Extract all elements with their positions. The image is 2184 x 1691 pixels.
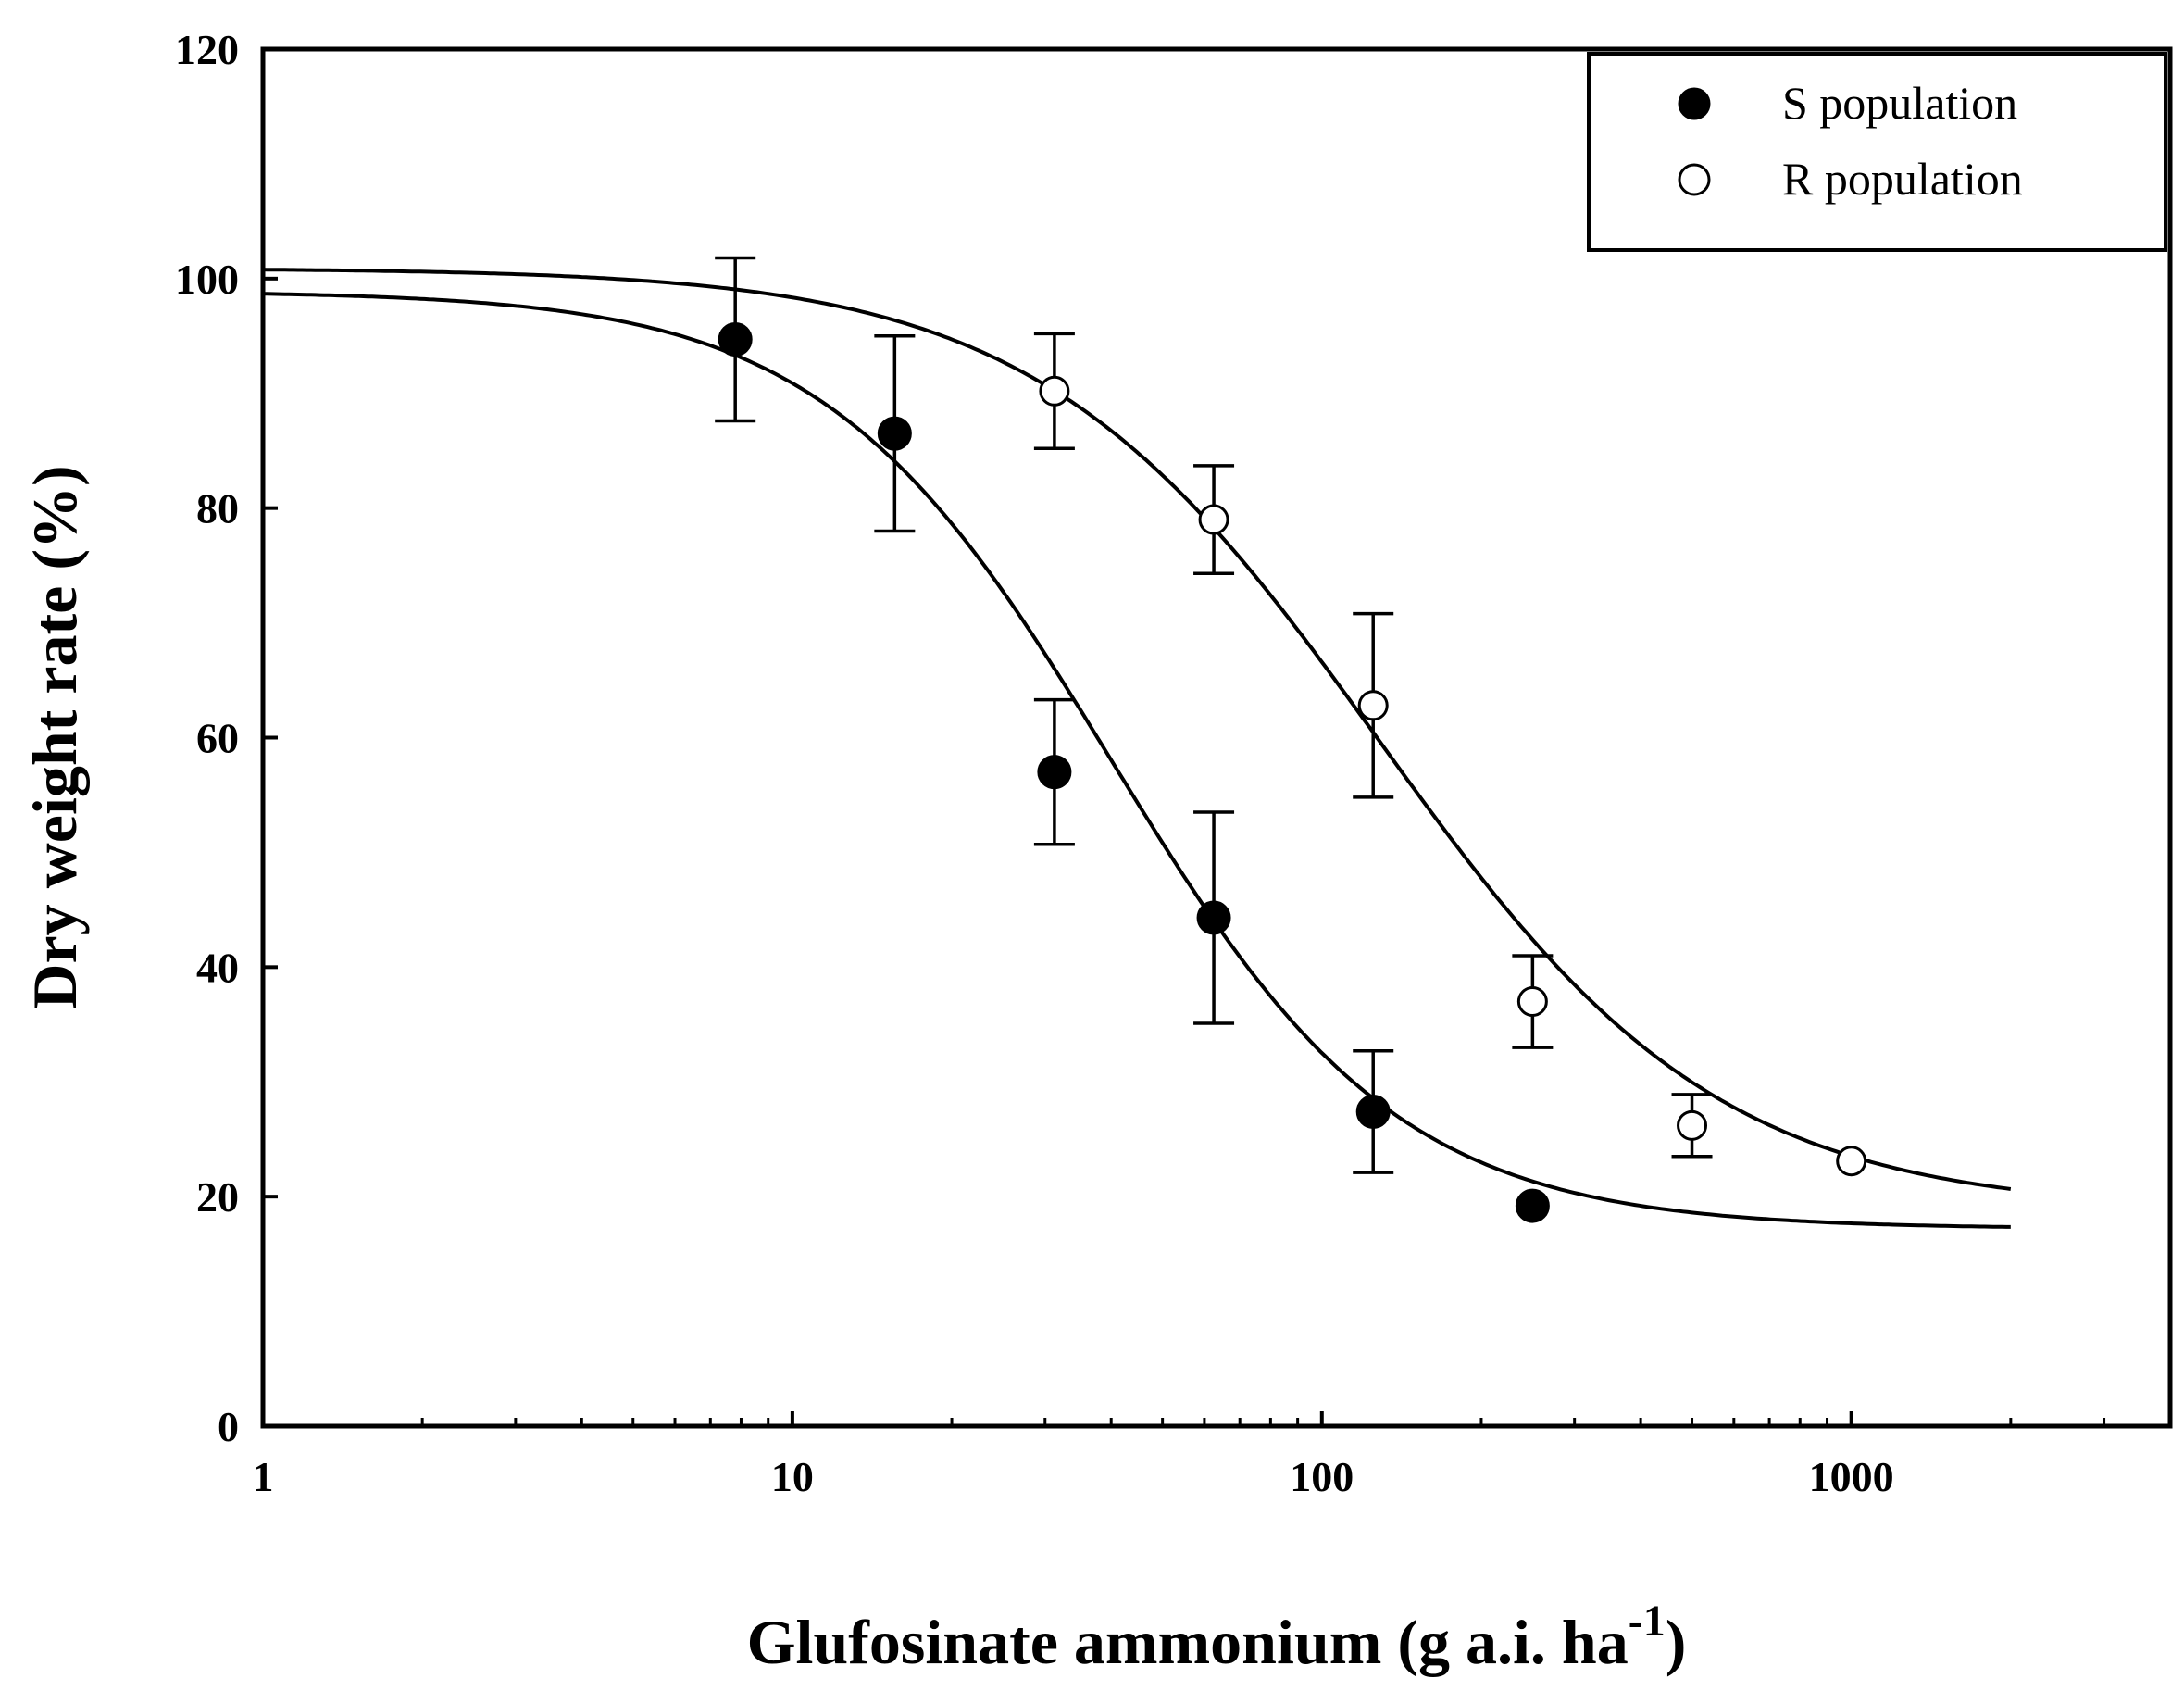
- fit-curve-r: [262, 268, 2012, 1191]
- data-point-r: [1677, 1109, 1708, 1141]
- y-tick-label: 80: [196, 485, 239, 532]
- data-point-s: [1196, 900, 1231, 935]
- legend-marker-s: [1678, 87, 1711, 120]
- data-point-r: [1039, 375, 1070, 407]
- legend-label-s: S population: [1782, 77, 2017, 129]
- y-axis-ticks: 0 20 40 60 80 100 120: [175, 26, 278, 1450]
- x-tick-label: 1000: [1809, 1453, 1894, 1500]
- data-point-r: [1198, 504, 1229, 535]
- plot-area-frame: [260, 46, 2173, 1429]
- y-tick-label: 0: [218, 1403, 239, 1450]
- y-tick-label: 100: [175, 256, 239, 303]
- x-axis-title-superscript: -1: [1629, 1597, 1666, 1646]
- fit-curves: [262, 268, 2012, 1229]
- legend: S population R population: [1587, 52, 2167, 252]
- data-point-s: [718, 322, 753, 357]
- legend-label-r: R population: [1782, 153, 2023, 205]
- y-tick-label: 40: [196, 944, 239, 991]
- data-point-s: [1355, 1094, 1391, 1129]
- x-axis-title: Glufosinate ammonium (g a.i. ha-1): [747, 1597, 1687, 1677]
- x-axis-title-main: Glufosinate ammonium (g a.i. ha: [747, 1607, 1629, 1677]
- y-axis-title: Dry weight rate (%): [19, 465, 90, 1008]
- data-point-s: [1515, 1188, 1550, 1223]
- x-tick-label: 1: [253, 1453, 274, 1500]
- legend-marker-r: [1678, 163, 1711, 196]
- data-point-s: [1037, 755, 1072, 790]
- y-tick-label: 120: [175, 26, 239, 73]
- x-tick-label: 10: [771, 1453, 814, 1500]
- y-tick-label: 20: [196, 1173, 239, 1221]
- data-point-r: [1516, 986, 1548, 1018]
- data-point-s: [877, 416, 912, 451]
- x-axis-title-close: ): [1666, 1607, 1687, 1677]
- error-bars: [715, 256, 1713, 1174]
- data-point-r: [1357, 690, 1389, 721]
- x-axis-ticks: 1 10 100 1000: [253, 1411, 2172, 1500]
- fit-curve-s: [262, 292, 2011, 1229]
- x-tick-label: 100: [1290, 1453, 1354, 1500]
- data-point-r: [1836, 1146, 1867, 1177]
- y-tick-label: 60: [196, 715, 239, 762]
- data-points: [718, 322, 1867, 1223]
- legend-box: [1587, 52, 2167, 252]
